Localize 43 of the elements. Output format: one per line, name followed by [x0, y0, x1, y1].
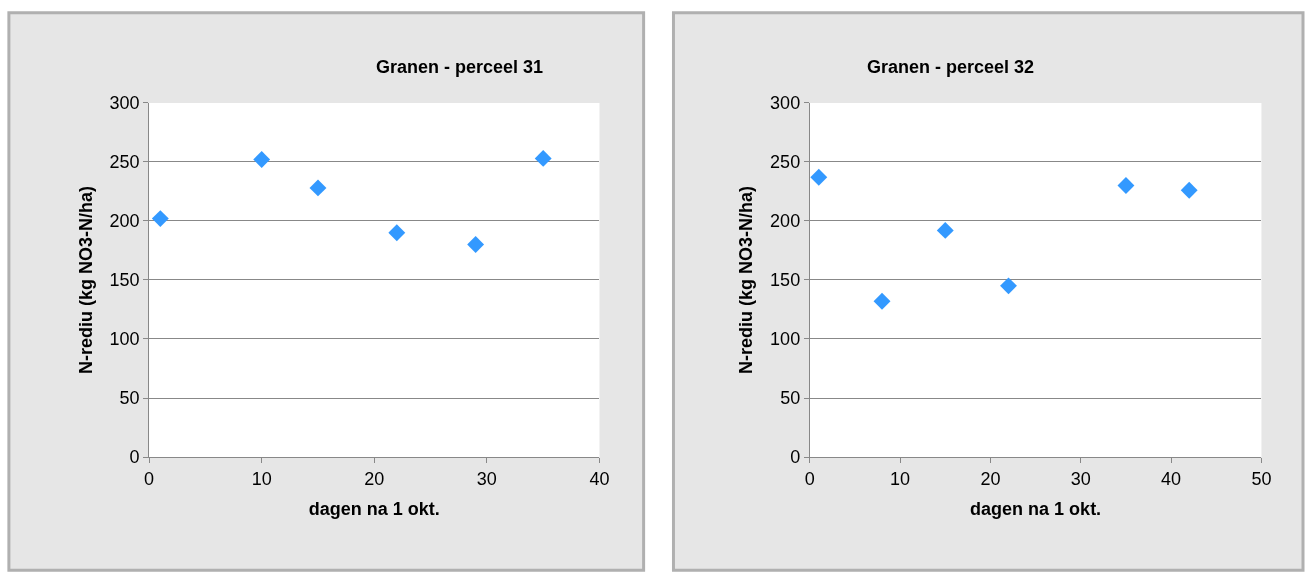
y-tick-label: 250 — [770, 152, 801, 173]
point — [467, 236, 485, 253]
y-tick-label: 150 — [109, 270, 140, 291]
x-tick-label: 20 — [364, 468, 385, 489]
chart-title: Granen - perceel 32 — [867, 57, 1035, 77]
x-tick-label: 0 — [804, 468, 815, 489]
y-tick-label: 0 — [129, 447, 140, 468]
y-tick-label: 100 — [770, 329, 801, 350]
point — [388, 224, 406, 242]
x-axis-title: dagen na 1 okt. — [970, 498, 1102, 519]
y-tick-label: 50 — [780, 388, 801, 409]
x-tick-label: 20 — [980, 468, 1001, 489]
x-tick-label: 10 — [251, 468, 272, 489]
y-tick-label: 100 — [109, 329, 140, 350]
y-tick-label: 300 — [770, 93, 801, 114]
point — [309, 179, 327, 197]
x-tick-label: 50 — [1251, 468, 1272, 489]
y-tick-label: 0 — [790, 447, 801, 468]
point — [1000, 277, 1017, 295]
point — [253, 151, 271, 168]
y-tick-label: 200 — [770, 211, 801, 232]
point — [1117, 177, 1135, 194]
y-tick-label: 150 — [770, 270, 801, 291]
point — [1180, 181, 1198, 199]
y-axis-title: N-rediu (kg NO3-N/ha) — [75, 185, 96, 374]
y-tick-label: 200 — [109, 211, 140, 232]
point — [810, 168, 828, 186]
x-axis-title: dagen na 1 okt. — [308, 498, 440, 519]
x-tick-label: 10 — [890, 468, 911, 489]
point — [534, 149, 552, 167]
x-tick-label: 30 — [476, 468, 497, 489]
y-tick-label: 50 — [119, 388, 140, 409]
x-tick-label: 0 — [144, 468, 155, 489]
chart-title: Granen - perceel 31 — [376, 57, 544, 77]
y-tick-label: 250 — [109, 152, 140, 173]
y-axis-title: N-rediu (kg NO3-N/ha) — [736, 185, 757, 374]
y-tick-label: 300 — [109, 93, 140, 114]
x-tick-label: 40 — [1161, 468, 1182, 489]
x-tick-label: 30 — [1070, 468, 1091, 489]
x-tick-label: 40 — [589, 468, 610, 489]
point — [936, 221, 954, 239]
point — [873, 292, 891, 310]
point — [151, 210, 169, 228]
